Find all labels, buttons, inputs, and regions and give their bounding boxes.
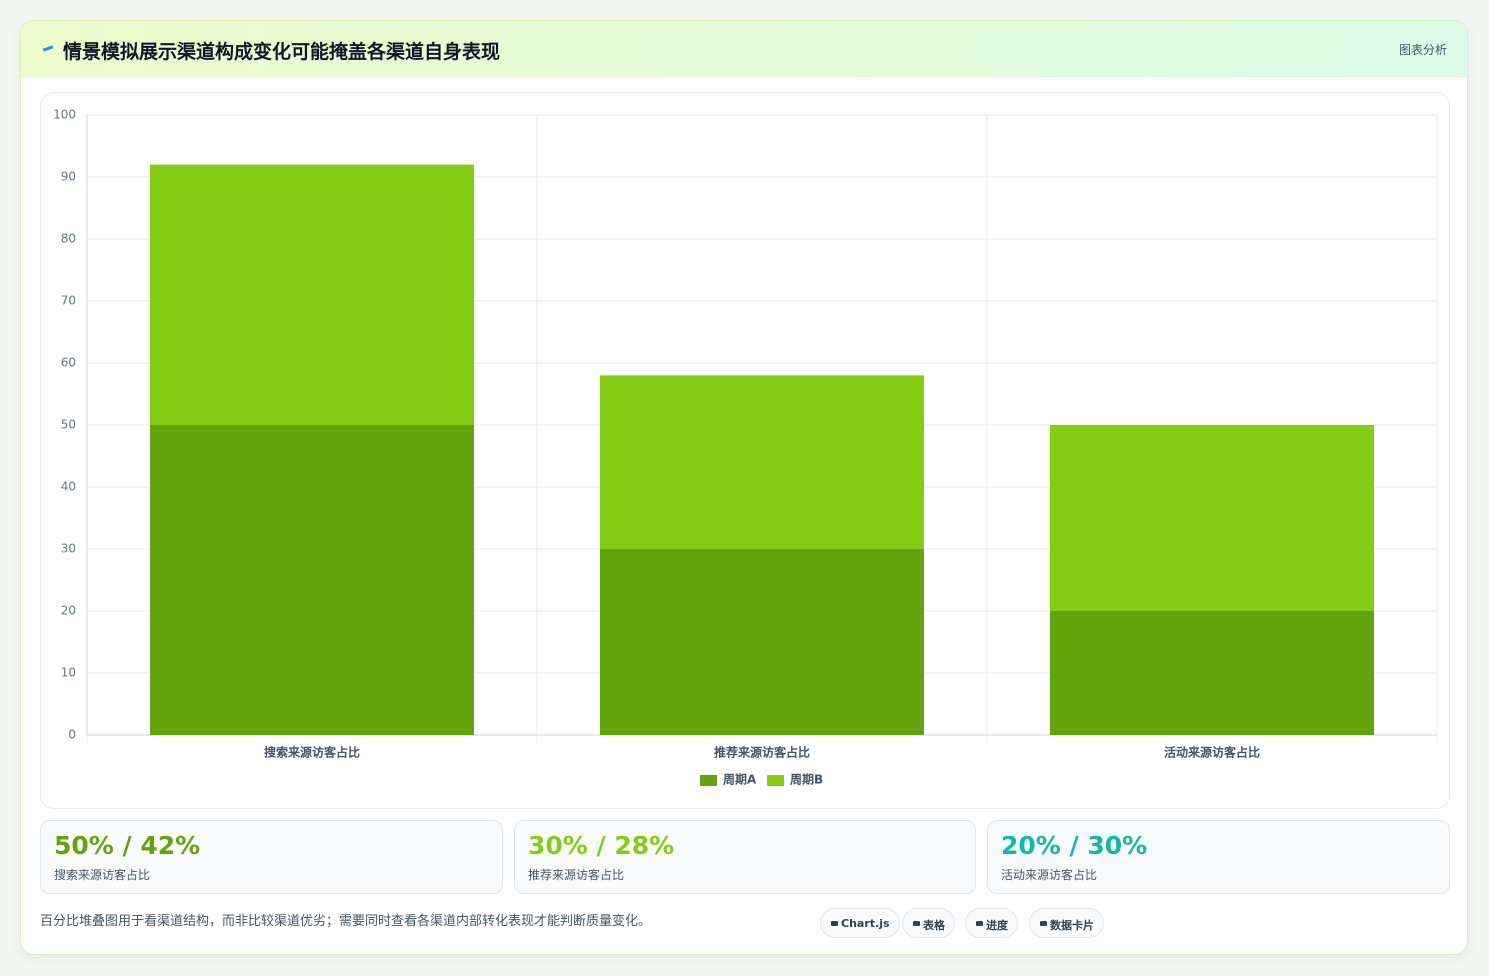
- y-tick-label: 10: [61, 666, 76, 680]
- bar-segment: [600, 375, 924, 549]
- chip[interactable]: Chart.js: [820, 908, 900, 938]
- x-tick-label: 搜索来源访客占比: [264, 745, 360, 760]
- legend-label: 周期A: [723, 772, 757, 787]
- legend-swatch: [767, 775, 784, 786]
- y-tick-label: 0: [68, 728, 76, 742]
- bar-segment: [1050, 425, 1374, 611]
- chart: 0 10 20 30 40 50 60 70 80 90 100 搜索来源访客占比 推荐来源访客占比 活动…: [53, 108, 1438, 787]
- y-tick-label: 60: [61, 356, 76, 370]
- stat-card: 30% / 28% 推荐来源访客占比: [514, 820, 976, 894]
- badge[interactable]: 图表分析: [1398, 43, 1447, 57]
- header: 情景模拟展示渠道构成变化可能掩盖各渠道自身表现 图表分析: [21, 21, 1467, 77]
- bar-segment: [150, 164, 474, 425]
- y-tick-label: 70: [61, 294, 76, 308]
- chip[interactable]: 进度: [965, 908, 1018, 938]
- y-tick-label: 50: [61, 418, 76, 432]
- chip[interactable]: 表格: [902, 908, 955, 938]
- y-tick-label: 80: [61, 232, 76, 246]
- legend-swatch: [700, 775, 717, 786]
- chart-panel: [40, 92, 1450, 809]
- stat-value: 30% / 28%: [528, 831, 675, 860]
- stat-card: 50% / 42% 搜索来源访客占比: [40, 820, 503, 894]
- y-tick-label: 90: [61, 170, 76, 184]
- stat-label: 推荐来源访客占比: [528, 868, 625, 882]
- y-tick-label: 30: [61, 542, 76, 556]
- footnote: 百分比堆叠图用于看渠道结构，而非比较渠道优劣；需要同时查看各渠道内部转化表现才能…: [40, 914, 652, 929]
- stat-label: 活动来源访客占比: [1001, 868, 1098, 882]
- x-tick-label: 推荐来源访客占比: [714, 745, 810, 760]
- stat-card: 20% / 30% 活动来源访客占比: [987, 820, 1450, 894]
- stat-value: 50% / 42%: [54, 831, 201, 860]
- stat-label: 搜索来源访客占比: [54, 868, 151, 882]
- legend-label: 周期B: [790, 772, 823, 787]
- stat-value: 20% / 30%: [1001, 831, 1148, 860]
- chip[interactable]: 数据卡片: [1029, 908, 1104, 938]
- x-tick-label: 活动来源访客占比: [1164, 745, 1260, 760]
- icon: [42, 45, 54, 52]
- bar-segment: [600, 549, 924, 735]
- y-tick-label: 40: [61, 480, 76, 494]
- y-tick-label: 100: [53, 108, 76, 122]
- bar-segment: [150, 425, 474, 735]
- bar-segment: [1050, 611, 1374, 735]
- title: 情景模拟展示渠道构成变化可能掩盖各渠道自身表现: [63, 41, 501, 63]
- y-tick-label: 20: [61, 604, 76, 618]
